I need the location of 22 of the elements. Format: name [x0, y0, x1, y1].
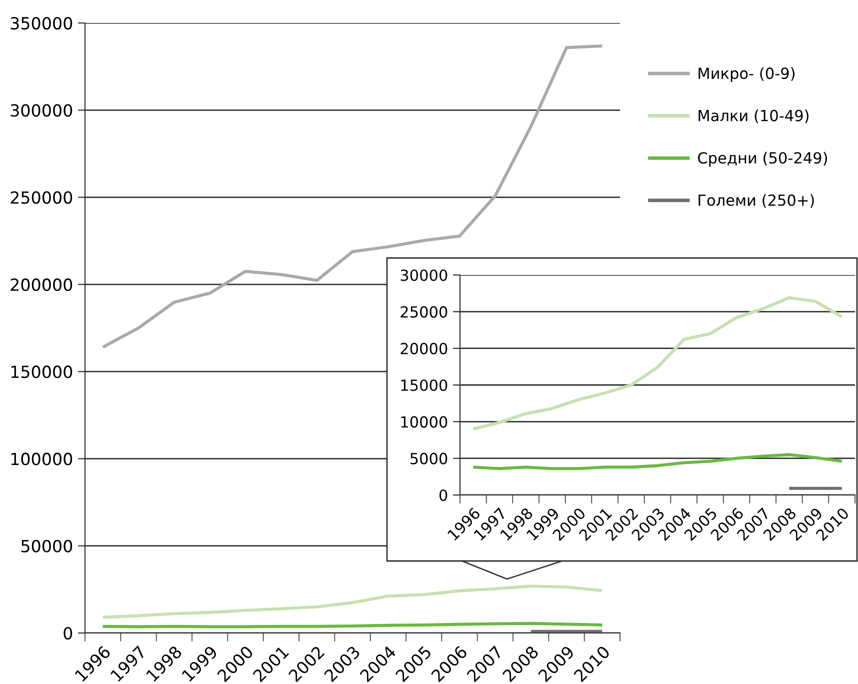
legend-label: Малки (10-49) — [698, 110, 808, 124]
y-tick-label: 10000 — [401, 416, 448, 428]
line-series — [472, 453, 844, 470]
y-tick-label: 300000 — [10, 104, 72, 117]
y-tick-label: 50000 — [21, 540, 72, 552]
y-tick-label: 0 — [64, 626, 72, 640]
y-tick-label: 30000 — [400, 269, 448, 282]
y-tick-label: 350000 — [10, 16, 72, 30]
y-tick-label: 0 — [439, 489, 448, 502]
y-tick-label: 100000 — [11, 452, 72, 466]
y-tick-label: 25000 — [400, 306, 448, 318]
y-tick-label: 200000 — [10, 278, 72, 291]
y-tick-label: 15000 — [401, 379, 448, 392]
y-tick-label: 5000 — [410, 452, 448, 464]
y-tick-label: 250000 — [10, 191, 72, 204]
line-series — [101, 584, 604, 619]
line-series — [472, 296, 844, 431]
legend-label: Микро- (0-9) — [698, 67, 794, 82]
legend-label: Средни (50-249) — [698, 152, 827, 167]
y-tick-label: 20000 — [400, 342, 448, 354]
legend-label: Големи (250+) — [698, 194, 814, 208]
y-tick-label: 150000 — [11, 366, 72, 378]
